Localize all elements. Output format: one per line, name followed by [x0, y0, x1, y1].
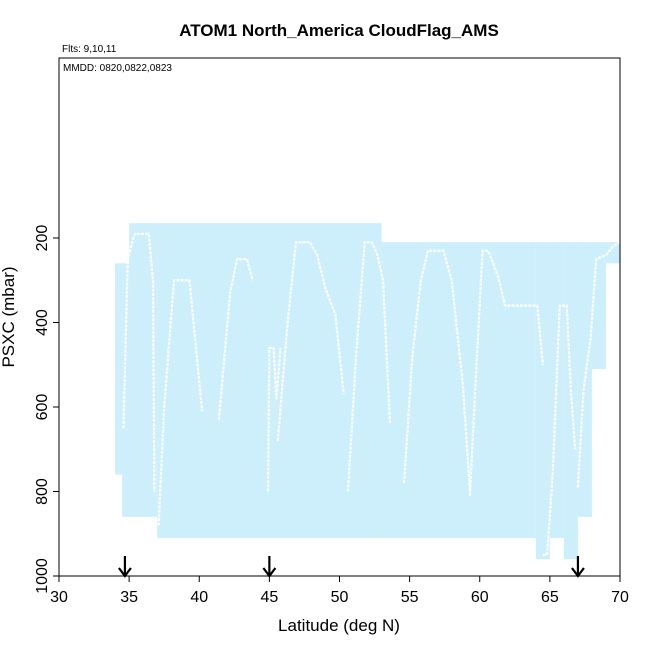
x-tick-label: 50: [331, 589, 349, 606]
cloud-region-block: [591, 242, 606, 369]
x-tick-label: 40: [190, 589, 208, 606]
flights-note: Flts: 9,10,11: [62, 44, 117, 55]
flight-track: [276, 241, 345, 441]
flight-tracks: [122, 232, 621, 557]
flight-track: [542, 304, 577, 557]
y-tick-label: 800: [34, 478, 51, 505]
x-tick-label: 60: [471, 589, 489, 606]
y-tick-label: 200: [34, 225, 51, 252]
x-tick-label: 65: [541, 589, 559, 606]
flight-arrows: [118, 556, 585, 578]
flight-track: [157, 279, 204, 526]
flight-track: [217, 258, 254, 420]
x-tick-label: 70: [611, 589, 629, 606]
cloud-region: [115, 223, 620, 560]
y-tick-label: 600: [34, 394, 51, 421]
y-tick-label: 1000: [34, 558, 51, 594]
flight-arrow: [262, 556, 277, 578]
flight-arrow: [571, 556, 585, 578]
flight-track: [346, 241, 392, 492]
cloud-region-block: [115, 263, 123, 475]
y-tick-label: 400: [34, 309, 51, 336]
x-tick-label: 30: [50, 589, 68, 606]
flight-arrow: [118, 556, 132, 578]
x-axis-label: Latitude (deg N): [278, 616, 400, 635]
mmdd-note: MMDD: 0820,0822,0823: [63, 63, 172, 74]
cloud-region-block: [381, 242, 536, 538]
flight-track: [468, 249, 544, 496]
x-axis: 30 35 40 45 50 55 60 65 70: [50, 576, 629, 606]
flight-track: [576, 241, 621, 488]
cloud-region-block: [535, 242, 550, 560]
flight-track: [122, 232, 156, 492]
cloud-region-block: [577, 242, 592, 517]
flight-track: [402, 249, 471, 492]
x-tick-label: 35: [120, 589, 138, 606]
chart-title: ATOM1 North_America CloudFlag_AMS: [179, 21, 499, 40]
flight-track: [266, 346, 282, 492]
y-axis-label: PSXC (mbar): [0, 266, 18, 367]
cloud-region-block: [605, 242, 620, 264]
x-tick-label: 45: [260, 589, 278, 606]
cloud-region-block: [122, 263, 130, 517]
y-axis: 200 400 600 800 1000: [34, 119, 60, 594]
x-tick-label: 55: [401, 589, 419, 606]
cloud-region-block: [563, 242, 578, 560]
